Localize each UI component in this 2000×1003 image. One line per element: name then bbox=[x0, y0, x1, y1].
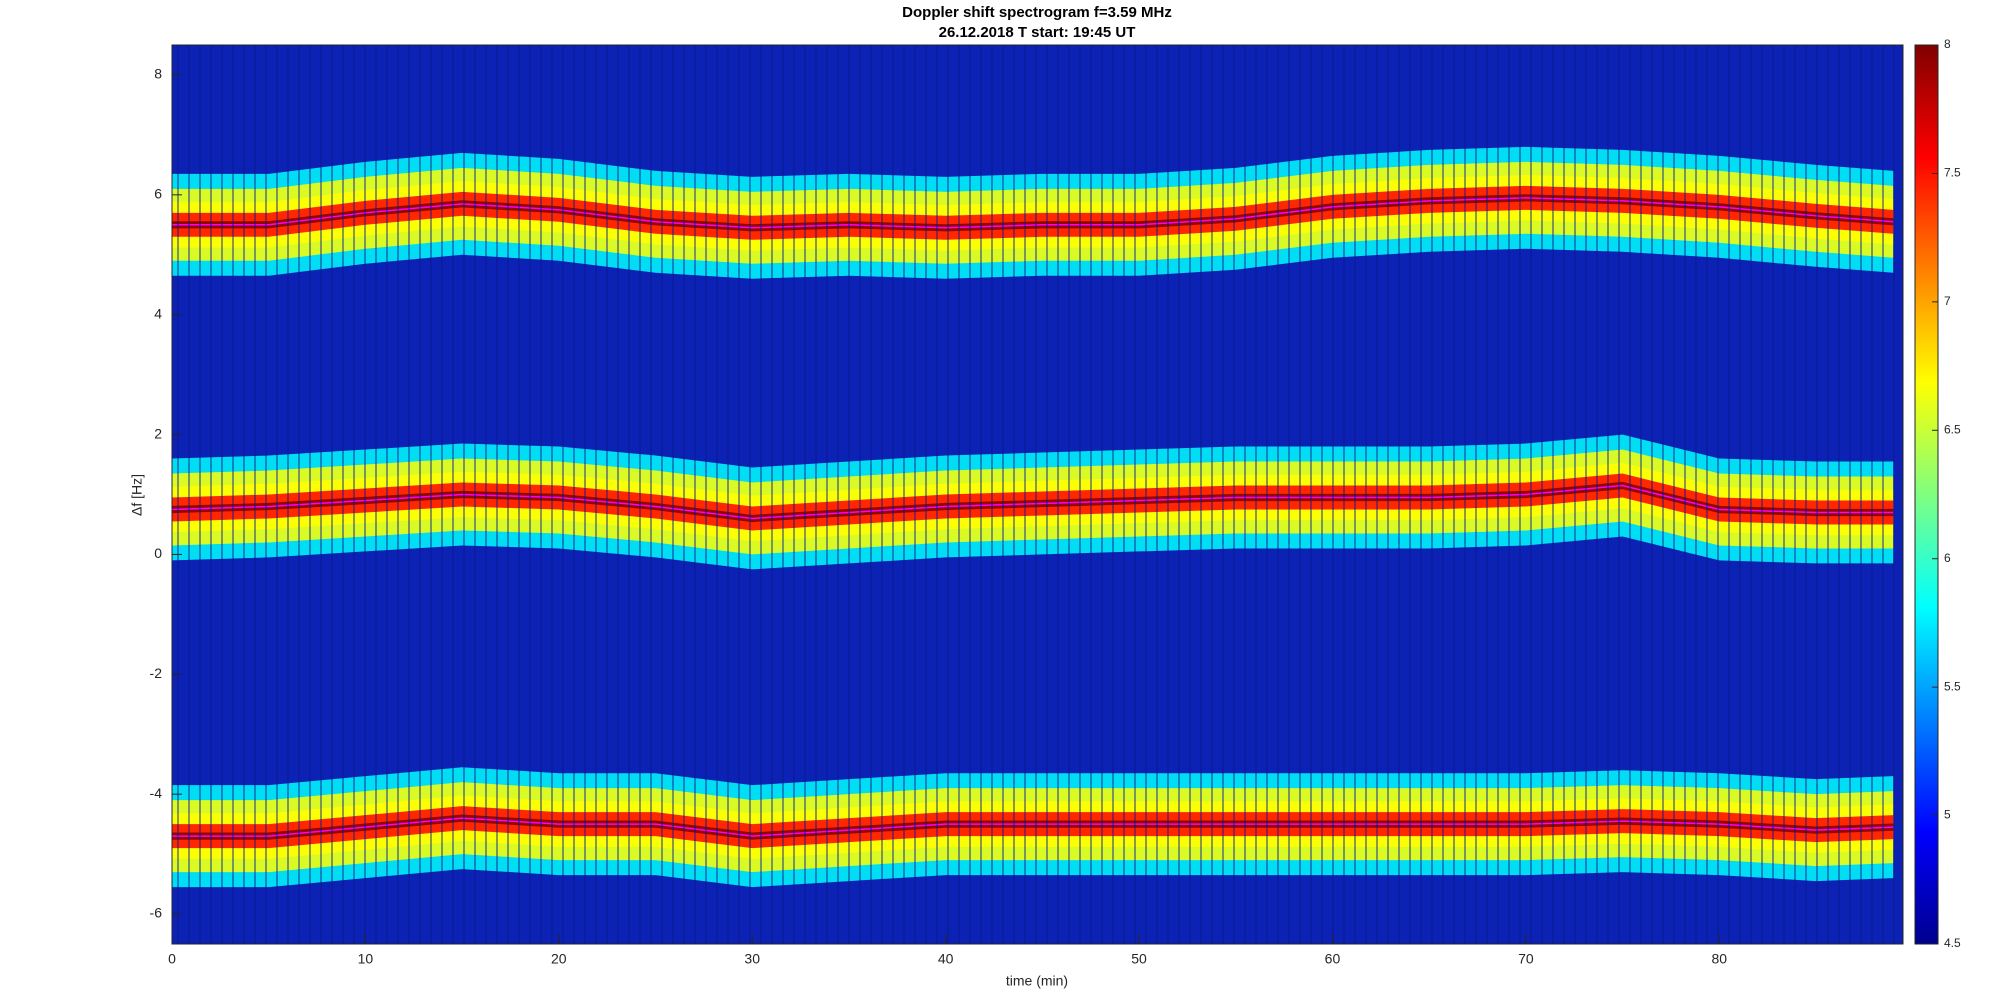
trace-line bbox=[172, 817, 1894, 837]
chart-title: Doppler shift spectrogram f=3.59 MHz bbox=[902, 4, 1172, 21]
y-tick-label: 6 bbox=[154, 186, 162, 202]
colorbar-tick-label: 8 bbox=[1944, 37, 1951, 51]
y-tick-label: 0 bbox=[154, 545, 162, 561]
colorbar bbox=[1914, 44, 1939, 945]
x-tick-label: 10 bbox=[358, 951, 374, 967]
y-tick-label: 2 bbox=[154, 425, 162, 441]
y-tick-label: -6 bbox=[150, 905, 163, 921]
y-tick-label: 4 bbox=[154, 305, 162, 321]
x-tick-label: 40 bbox=[938, 951, 954, 967]
y-tick-label: 8 bbox=[154, 66, 162, 82]
x-tick-label: 70 bbox=[1518, 951, 1534, 967]
y-axis-label: Δf [Hz] bbox=[129, 474, 145, 516]
x-tick-label: 80 bbox=[1711, 951, 1727, 967]
y-tick-label: -4 bbox=[150, 785, 163, 801]
colorbar-tick-label: 6 bbox=[1944, 551, 1951, 565]
plot-area bbox=[172, 45, 1895, 944]
colorbar-tick-label: 7 bbox=[1944, 294, 1951, 308]
trace-line bbox=[172, 484, 1894, 520]
x-tick-label: 50 bbox=[1131, 951, 1147, 967]
chart-subtitle: 26.12.2018 T start: 19:45 UT bbox=[939, 24, 1136, 41]
echo-band bbox=[172, 481, 1894, 523]
echo-band bbox=[172, 814, 1894, 840]
x-axis-label: time (min) bbox=[1006, 973, 1068, 989]
y-tick-label: -2 bbox=[150, 665, 163, 681]
colorbar-tick-label: 4.5 bbox=[1944, 936, 1961, 950]
x-tick-label: 20 bbox=[551, 951, 567, 967]
colorbar-tick-label: 5.5 bbox=[1944, 679, 1961, 693]
plot-frame bbox=[171, 44, 1904, 945]
colorbar-tick-label: 5 bbox=[1944, 808, 1951, 822]
colorbar-tick-label: 6.5 bbox=[1944, 422, 1961, 436]
x-tick-label: 30 bbox=[744, 951, 760, 967]
x-tick-label: 0 bbox=[168, 951, 176, 967]
colorbar-tick-label: 7.5 bbox=[1944, 166, 1961, 180]
trace-line bbox=[172, 197, 1894, 229]
echo-band bbox=[172, 194, 1894, 232]
x-tick-label: 60 bbox=[1325, 951, 1341, 967]
